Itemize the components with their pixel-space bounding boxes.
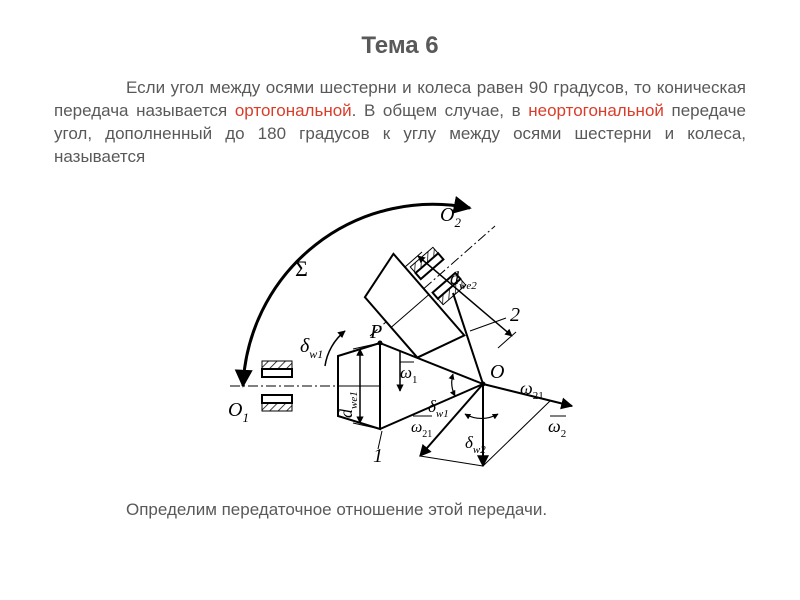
main-paragraph: Если угол между осями шестерни и колеса … [54, 77, 746, 169]
page-title: Тема 6 [54, 32, 746, 60]
label-p: P [369, 321, 382, 343]
label-o: O [490, 361, 504, 383]
para-t2: ортогональной [235, 101, 352, 120]
para-t4: неортогональной [521, 101, 664, 120]
label-sigma: Σ [295, 256, 308, 281]
footer-text: Определим передаточное отношение этой пе… [54, 500, 746, 520]
bevel-gear-diagram: Σ O1 O2 O P δw1 δw1 δw2 dwe1 dwe2 ω1 [200, 166, 600, 496]
label-gear-2: 2 [510, 304, 520, 326]
para-t3: . В общем случае, в [352, 101, 521, 120]
